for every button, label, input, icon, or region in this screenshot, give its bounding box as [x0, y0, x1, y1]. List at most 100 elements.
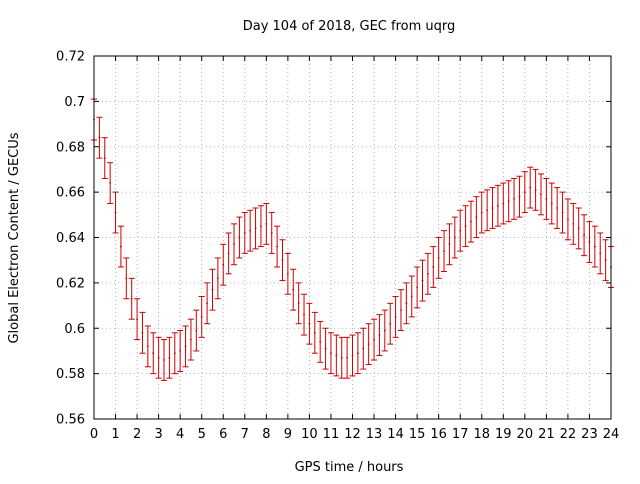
error-bar: [327, 332, 334, 375]
data-point: [125, 277, 128, 280]
data-point: [389, 322, 392, 325]
error-bar: [317, 320, 324, 363]
error-bar: [408, 275, 415, 318]
data-point: [313, 331, 316, 334]
y-tick-label: 0.66: [56, 186, 85, 201]
error-bar: [284, 252, 291, 295]
data-point: [308, 322, 311, 325]
error-bar: [150, 332, 157, 375]
error-bar: [161, 339, 168, 381]
error-bar: [532, 168, 539, 211]
error-bar: [225, 232, 232, 275]
data-point: [453, 236, 456, 239]
data-point: [179, 350, 182, 352]
error-bar: [101, 137, 108, 180]
x-tick-label: 14: [387, 427, 404, 442]
data-point: [480, 211, 483, 214]
error-bar: [543, 178, 550, 220]
error-bar: [193, 309, 200, 352]
data-point: [523, 191, 526, 194]
error-bar: [236, 216, 243, 259]
error-bar: [155, 336, 162, 379]
data-point: [303, 313, 305, 316]
data-point: [168, 356, 171, 359]
x-tick-label: 21: [538, 427, 555, 442]
x-tick-label: 7: [241, 427, 249, 442]
x-tick-label: 2: [133, 427, 141, 442]
data-point: [206, 302, 208, 305]
data-series: [91, 98, 614, 381]
error-bar: [247, 209, 254, 252]
data-point: [163, 359, 165, 361]
data-point: [136, 318, 138, 321]
x-tick-label: 20: [517, 427, 534, 442]
data-point: [260, 225, 262, 228]
data-point: [184, 345, 187, 348]
error-bar: [344, 336, 351, 379]
y-tick-label: 0.6: [64, 322, 85, 337]
data-point: [497, 204, 499, 207]
error-bar: [381, 309, 388, 352]
data-point: [588, 241, 591, 243]
error-bar: [403, 282, 410, 325]
error-bar: [322, 327, 329, 370]
error-bar: [446, 223, 453, 266]
error-bar: [376, 314, 383, 356]
data-point: [270, 232, 273, 234]
data-point: [254, 227, 257, 230]
error-bar: [198, 295, 205, 338]
error-bar: [354, 332, 361, 375]
data-point: [486, 209, 489, 212]
axis-ticks: 0 1 2 3 4 5 6 7 8 9 10 11 12 13 14 15 16 17 18 19 20 21 22 23 24…: [56, 50, 619, 443]
data-point: [529, 186, 532, 189]
data-point: [464, 225, 467, 228]
x-tick-label: 5: [198, 427, 206, 442]
error-bar: [231, 223, 238, 266]
error-bar: [365, 323, 372, 366]
error-bar: [371, 318, 378, 361]
data-point: [238, 236, 241, 239]
data-point: [513, 198, 515, 200]
error-bar: [494, 184, 501, 227]
data-point: [410, 295, 413, 298]
data-point: [550, 202, 553, 205]
error-bar: [473, 196, 480, 238]
x-tick-label: 12: [344, 427, 361, 442]
y-tick-label: 0.64: [56, 231, 85, 246]
x-tick-label: 13: [366, 427, 383, 442]
error-bar: [527, 166, 534, 209]
error-bar: [521, 171, 528, 214]
error-bar: [537, 173, 544, 216]
y-axis-label: Global Electron Content / GECUs: [7, 132, 22, 343]
data-point: [335, 354, 338, 357]
error-bar: [462, 205, 469, 248]
error-bar: [360, 327, 367, 370]
error-bar: [570, 202, 577, 245]
error-bar: [451, 216, 458, 259]
data-point: [556, 207, 559, 209]
data-point: [114, 211, 117, 214]
x-tick-label: 17: [452, 427, 469, 442]
data-point: [534, 188, 537, 191]
error-bar: [478, 191, 485, 234]
data-point: [340, 356, 343, 359]
data-point: [211, 288, 214, 291]
error-bar: [441, 230, 448, 273]
data-point: [292, 288, 295, 291]
error-bar: [204, 282, 211, 325]
error-bar: [134, 298, 141, 341]
data-point: [448, 243, 451, 246]
error-bar: [177, 330, 184, 372]
data-point: [470, 220, 472, 223]
error-bar: [182, 325, 189, 368]
x-tick-label: 23: [581, 427, 598, 442]
error-bar: [274, 225, 281, 268]
grid: [94, 56, 611, 419]
error-bar: [591, 225, 598, 268]
data-point: [146, 345, 149, 348]
error-bar: [107, 162, 114, 204]
error-bar: [241, 212, 248, 254]
error-bar: [252, 207, 259, 250]
